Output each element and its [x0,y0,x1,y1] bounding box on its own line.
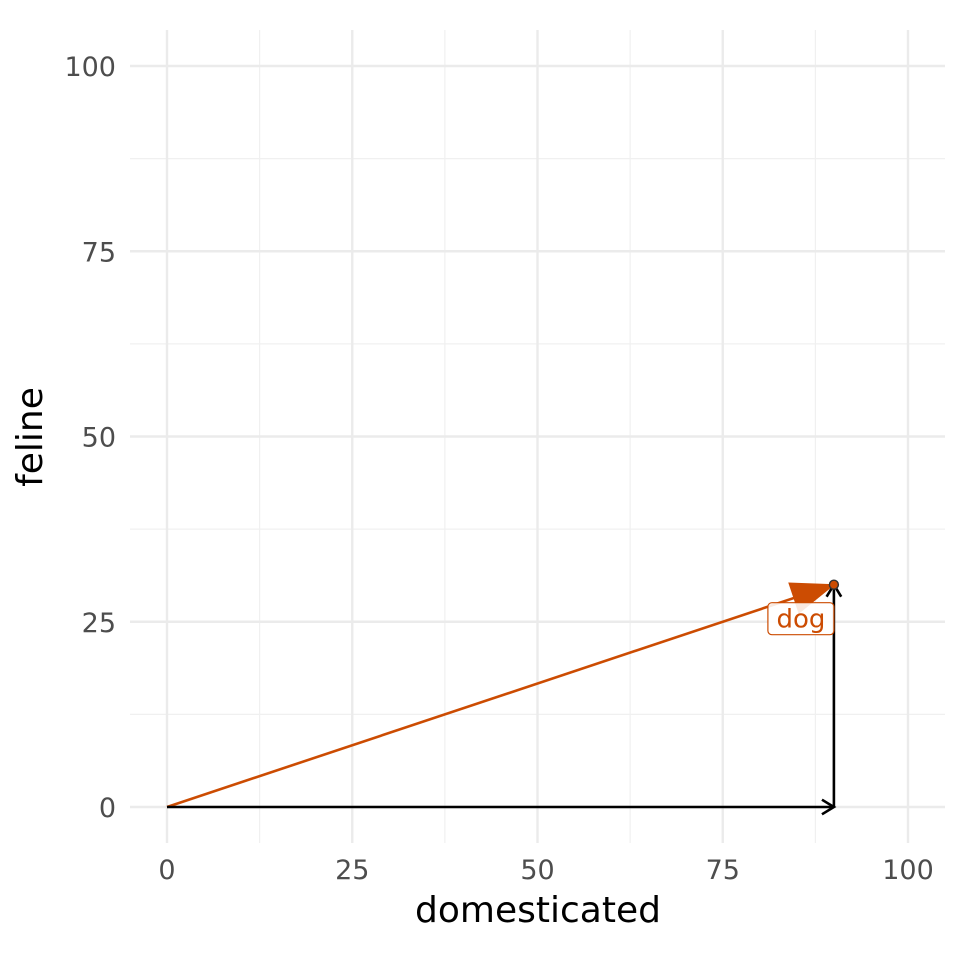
y-tick-label: 25 [82,608,116,639]
x-axis-title: domesticated [415,890,661,931]
grid-layer [130,30,945,843]
y-axis-title: feline [10,387,51,487]
x-tick-label: 75 [706,855,740,886]
resultant-vector-line [166,583,835,809]
y-tick-label: 100 [64,52,116,83]
tick-layer: 0 25 50 75 100 0 25 50 75 100 [64,52,933,886]
x-tick-label: 25 [335,855,369,886]
dog-label-text: dog [776,605,825,635]
y-tick-label: 50 [82,423,116,454]
y-tick-label: 75 [82,237,116,268]
x-tick-label: 0 [158,855,175,886]
vector-layer [166,579,843,816]
y-tick-label: 0 [99,793,116,824]
dog-label-box [767,602,835,636]
label-layer: dog [767,602,835,636]
x-tick-label: 100 [882,855,934,886]
x-tick-label: 50 [520,855,554,886]
dog-point-marker [828,579,840,590]
